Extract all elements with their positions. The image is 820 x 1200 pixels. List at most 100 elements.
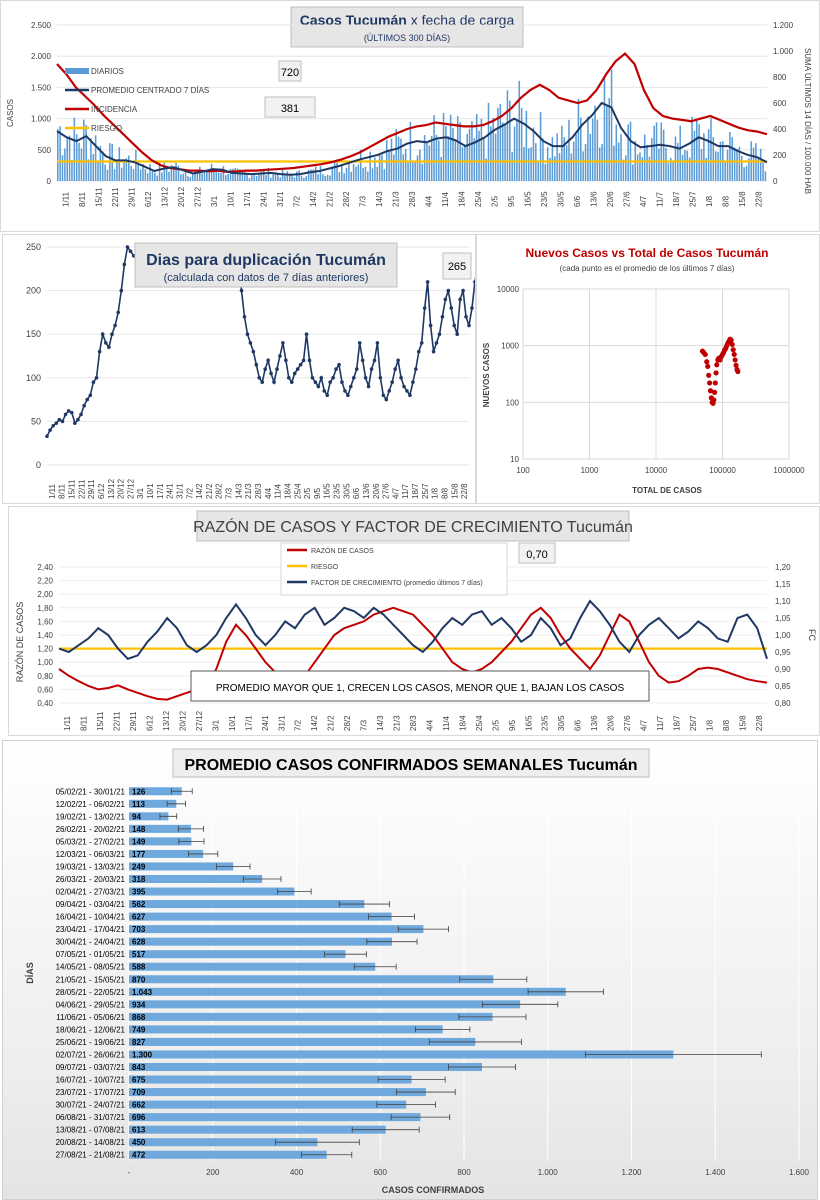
x-tick-label: 18/4 [458,191,467,207]
x-tick-label: 30/5 [557,715,566,731]
doubling-point [411,380,415,384]
x-tick-label: 27/12 [193,186,202,207]
daily-bar [139,169,142,181]
scatter-point [714,362,720,368]
daily-bar [317,174,319,181]
daily-bar [419,149,421,181]
daily-bar [558,153,561,181]
daily-bar [473,138,476,181]
daily-bar [712,137,715,181]
y-left-tick-label: 2,40 [37,563,53,572]
x-tick-label: 8/11 [80,715,89,731]
x-tick-label: 25/7 [421,483,430,499]
daily-bar [416,155,419,181]
y-tick-label: 100 [26,373,41,383]
x-tick-label: 600 [374,1168,388,1177]
daily-bar [277,173,279,181]
daily-bar [587,116,589,181]
x-tick-label: 4/7 [640,719,649,731]
daily-bar [319,165,322,181]
x-tick-label: 17/1 [244,715,253,731]
daily-bar [745,165,748,181]
x-tick-label: 1/11 [63,715,72,731]
y-right-tick-label: 1,10 [775,597,791,606]
daily-bar [501,122,504,181]
daily-bar [104,164,106,181]
x-tick-label: 20/6 [607,715,616,731]
chart-title: Dias para duplicación Tucumán [146,252,386,269]
doubling-point [440,314,445,319]
daily-bar [220,172,222,181]
daily-bar [736,148,738,181]
doubling-point [69,410,74,415]
doubling-point [354,367,359,371]
x-tick-label: 14/2 [309,191,318,207]
daily-bar [125,158,128,181]
daily-bar [341,164,343,181]
x-tick-label: 17/1 [156,483,165,499]
daily-bar [662,129,665,181]
scatter-point [707,380,713,386]
y-right-tick-label: 1.200 [773,21,794,30]
daily-bar [591,118,594,181]
daily-bar [449,114,452,181]
doubling-point [287,376,291,380]
daily-bar [743,167,745,181]
daily-bar [248,177,251,181]
axis-ticks: 100 1000 10000 100000 1000000 10 100 1000 10000 [497,285,805,475]
daily-bar [364,166,367,181]
daily-bar [170,165,173,181]
daily-bar [66,138,69,181]
x-tick-label: 11/7 [656,715,665,731]
daily-bar [554,156,556,181]
doubling-point [375,341,380,345]
daily-bar [485,158,487,181]
x-tick-label: 27/6 [623,191,632,207]
weekly-bar [129,837,192,846]
daily-bar [191,173,194,181]
category-label: 14/05/21 - 08/05/21 [56,963,126,972]
daily-bar [359,149,362,181]
category-label: 19/02/21 - 13/02/21 [56,812,126,821]
daily-bar [404,149,407,181]
daily-bar [414,161,416,181]
y-left-tick-label: 0,60 [37,685,53,694]
daily-bar [262,170,265,181]
daily-bar [208,170,211,181]
x-tick-label: 25/4 [475,715,484,731]
doubling-point [239,288,244,293]
doubling-point [343,389,347,393]
daily-bar [480,118,483,181]
daily-bar [471,121,473,181]
legend-label: FACTOR DE CRECIMIENTO (promedio últimos … [311,580,483,587]
daily-bar [651,138,653,181]
x-tick-label: 23/5 [541,715,550,731]
y-axis-right-label: SUMA ÚLTIMOS 14 DÍAS / 100.000 HAB [803,48,812,194]
daily-bar [575,134,577,181]
daily-bar [537,162,539,181]
bar-value-label: 628 [132,938,146,947]
daily-bar [296,171,298,181]
daily-bar [106,169,109,181]
x-tick-label: 22/8 [460,483,469,499]
y-left-tick-label: 1.500 [31,83,52,92]
doubling-point [428,323,433,328]
y-left-tick-label: 2,20 [37,577,53,586]
daily-bar [331,166,334,181]
x-tick-label: 21/3 [391,191,400,207]
x-tick-label: 1/8 [705,719,714,731]
x-tick-label: 18/7 [672,715,681,731]
bar-value-label: 709 [132,1088,146,1097]
x-tick-label: 6/6 [574,719,583,731]
y-left-tick-label: 1,40 [37,631,53,640]
category-label: 04/06/21 - 29/05/21 [56,1000,126,1009]
doubling-panel: 0 50 100 150 200 250 1/11 8/11 15/11 22/11 29/11 6/… [2,234,476,504]
daily-bar [475,113,478,181]
doubling-point [257,376,262,380]
daily-bar [646,144,648,181]
x-tick-label: 29/11 [87,479,96,499]
category-label: 11/06/21 - 05/06/21 [56,1013,125,1022]
daily-bar [288,173,291,181]
daily-bar [210,163,213,181]
x-tick-label: 7/3 [360,719,369,731]
